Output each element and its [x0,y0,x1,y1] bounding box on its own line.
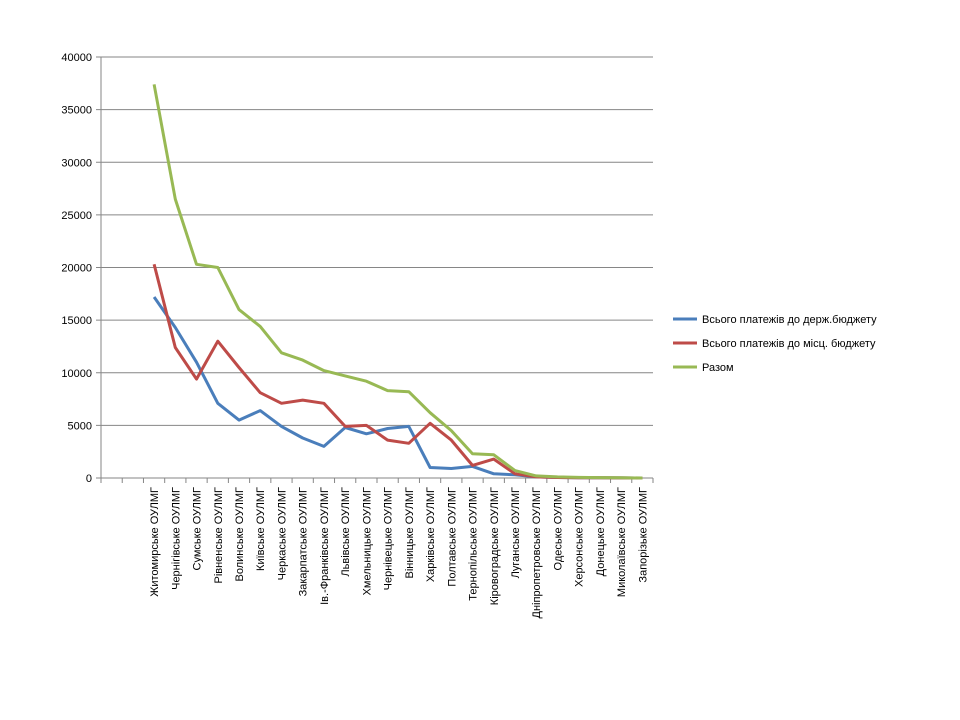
y-tick-label: 30000 [61,157,92,169]
x-tick-label: Житомирське ОУЛМГ [149,487,161,597]
x-tick-label: Хмельницьке ОУЛМГ [361,487,373,595]
x-tick-label: Дніпропетровське ОУЛМГ [531,487,543,619]
x-tick-label: Волинське ОУЛМГ [234,487,246,582]
x-tick-label: Луганське ОУЛМГ [510,487,522,578]
x-tick-label: Миколаївське ОУЛМГ [616,487,628,597]
x-tick-label: Одеське ОУЛМГ [552,487,564,571]
y-tick-label: 0 [86,473,92,485]
x-tick-label: Запорізьке ОУЛМГ [637,487,649,583]
x-tick-label: Черкаське ОУЛМГ [276,487,288,580]
x-tick-label: Сумське ОУЛМГ [192,487,204,571]
x-tick-label: Херсонське ОУЛМГ [574,487,586,587]
x-tick-label: Полтавське ОУЛМГ [446,487,458,587]
y-tick-label: 10000 [61,368,92,380]
x-tick-label: Київське ОУЛМГ [255,487,267,571]
y-tick-label: 40000 [61,52,92,64]
x-tick-label: Харківське ОУЛМГ [425,487,437,582]
series-line [152,263,643,480]
x-tick-label: Кіровоградське ОУЛМГ [489,487,501,605]
legend-label: Всього платежів до місц. бюджету [702,338,876,350]
legend-label: Всього платежів до держ.бюджету [702,314,877,326]
y-tick-label: 5000 [68,420,92,432]
x-tick-label: Ів.-Франківське ОУЛМГ [319,487,331,605]
x-tick-label: Рівненське ОУЛМГ [213,487,225,584]
series-line [152,84,643,480]
x-tick-label: Донецьке ОУЛМГ [595,487,607,576]
y-tick-label: 35000 [61,105,92,117]
y-tick-label: 25000 [61,210,92,222]
y-tick-label: 20000 [61,263,92,275]
x-tick-label: Закарпатське ОУЛМГ [298,487,310,596]
x-tick-label: Тернопільське ОУЛМГ [468,487,480,601]
legend-label: Разом [702,362,734,374]
series-line [152,296,643,480]
x-tick-label: Чернівецьке ОУЛМГ [383,487,395,590]
x-tick-label: Чернігівське ОУЛМГ [170,487,182,590]
x-tick-label: Львівське ОУЛМГ [340,487,352,577]
x-tick-label: Вінницьке ОУЛМГ [404,487,416,579]
y-tick-label: 15000 [61,315,92,327]
